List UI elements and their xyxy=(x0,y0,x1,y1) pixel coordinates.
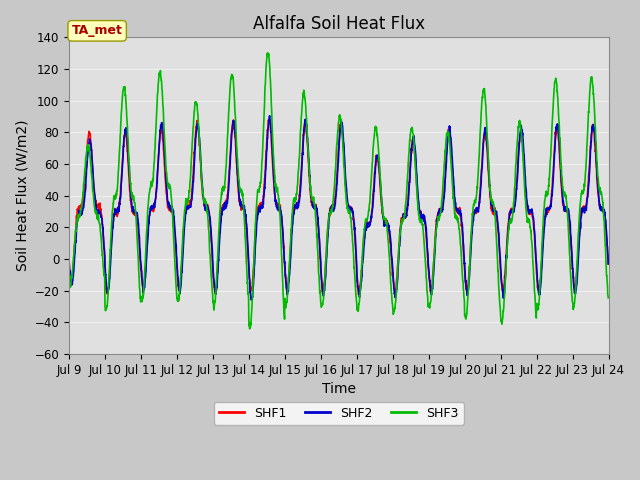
SHF3 xyxy=(264,50,272,56)
Line: SHF1: SHF1 xyxy=(69,120,608,295)
SHF1 xyxy=(496,251,504,256)
SHF2 xyxy=(557,173,565,179)
SHF3 xyxy=(355,306,362,312)
SHF1 xyxy=(572,281,580,287)
SHF1 xyxy=(265,117,273,123)
SHF2 xyxy=(604,261,612,267)
Line: SHF3: SHF3 xyxy=(69,53,608,329)
SHF3 xyxy=(216,219,223,225)
Line: SHF2: SHF2 xyxy=(69,116,608,300)
Text: TA_met: TA_met xyxy=(72,24,123,37)
SHF1 xyxy=(604,261,612,267)
Legend: SHF1, SHF2, SHF3: SHF1, SHF2, SHF3 xyxy=(214,402,463,424)
SHF3 xyxy=(246,326,253,332)
SHF3 xyxy=(604,295,612,300)
Y-axis label: Soil Heat Flux (W/m2): Soil Heat Flux (W/m2) xyxy=(15,120,29,272)
SHF3 xyxy=(366,192,374,197)
SHF1 xyxy=(216,229,223,235)
Title: Alfalfa Soil Heat Flux: Alfalfa Soil Heat Flux xyxy=(253,15,425,33)
SHF1 xyxy=(65,258,73,264)
SHF2 xyxy=(572,288,580,293)
SHF1 xyxy=(557,180,565,185)
SHF2 xyxy=(247,297,255,303)
SHF3 xyxy=(496,299,504,304)
SHF1 xyxy=(355,288,362,294)
SHF2 xyxy=(496,245,504,251)
SHF3 xyxy=(572,280,580,286)
SHF3 xyxy=(65,276,73,281)
SHF1 xyxy=(355,292,362,298)
SHF2 xyxy=(65,257,73,263)
SHF3 xyxy=(557,166,565,171)
SHF2 xyxy=(266,113,273,119)
SHF2 xyxy=(355,288,362,293)
SHF2 xyxy=(216,241,223,247)
SHF2 xyxy=(366,219,374,225)
X-axis label: Time: Time xyxy=(322,383,356,396)
SHF1 xyxy=(366,219,374,225)
